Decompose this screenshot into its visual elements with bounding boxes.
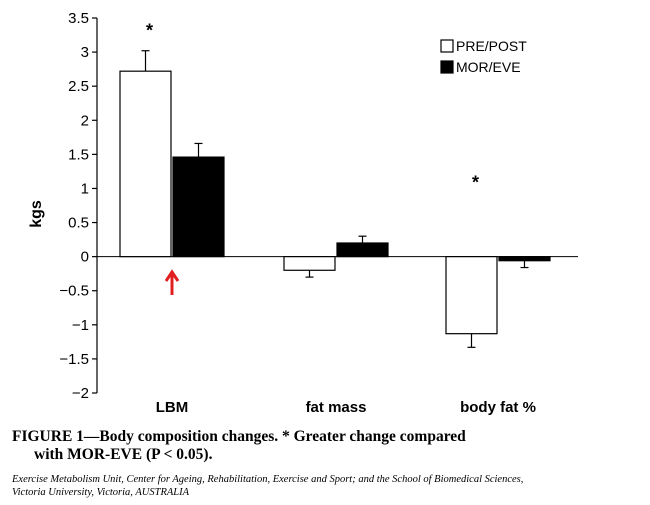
y-axis: 3.5 3 2.5 2 1.5 1 0.5 0 −0.5 −1 −1.5 −2 bbox=[59, 10, 98, 402]
caption-line-2: with MOR-EVE (P < 0.05). bbox=[34, 446, 213, 463]
arrow-head bbox=[164, 269, 180, 282]
legend-swatch bbox=[440, 60, 454, 74]
y-tick-label: 0.5 bbox=[68, 215, 89, 232]
legend-label: PRE/POST bbox=[456, 38, 527, 54]
y-tick-label: 2 bbox=[81, 112, 89, 129]
legend: PRE/POST MOR/EVE bbox=[440, 38, 527, 75]
caption-line-1: FIGURE 1—Body composition changes. * Gre… bbox=[12, 428, 466, 445]
bars: ** bbox=[119, 21, 551, 348]
y-tick-label: 0 bbox=[81, 249, 89, 266]
legend-swatch bbox=[440, 39, 454, 53]
y-tick-label: −1.5 bbox=[59, 351, 89, 368]
category-labels: LBM fat mass body fat % bbox=[156, 399, 536, 416]
bar-pre-post-1 bbox=[283, 256, 336, 271]
y-tick-label: 3 bbox=[81, 44, 89, 61]
significance-star: * bbox=[146, 21, 153, 41]
y-axis-label: kgs bbox=[28, 200, 45, 228]
credit-line-1: Exercise Metabolism Unit, Center for Age… bbox=[12, 474, 524, 485]
red-arrow-icon bbox=[164, 269, 180, 295]
y-tick-label: −1 bbox=[72, 317, 89, 334]
bar-pre-post-2 bbox=[445, 256, 498, 335]
y-tick-label: 3.5 bbox=[68, 10, 89, 27]
category-label: fat mass bbox=[306, 399, 367, 416]
credit-text: Exercise Metabolism Unit, Center for Age… bbox=[12, 473, 642, 499]
y-tick-label: −0.5 bbox=[59, 283, 89, 300]
y-tick-label: −2 bbox=[72, 385, 89, 402]
y-tick-label: 1.5 bbox=[68, 146, 89, 163]
credit-line-2: Victoria University, Victoria, AUSTRALIA bbox=[12, 487, 190, 498]
legend-label: MOR/EVE bbox=[456, 59, 521, 75]
bar-chart: 3.532.521.510.50−0.5−1−1.5−2 kgs ** LBM f… bbox=[28, 10, 578, 416]
bar-mor-eve-2 bbox=[498, 256, 551, 262]
figure-caption: FIGURE 1—Body composition changes. * Gre… bbox=[12, 428, 612, 464]
significance-star: * bbox=[472, 172, 479, 192]
category-label: body fat % bbox=[460, 399, 536, 416]
category-label: LBM bbox=[156, 399, 189, 416]
bar-pre-post-0 bbox=[119, 70, 172, 258]
y-tick-label: 2.5 bbox=[68, 78, 89, 95]
bar-mor-eve-1 bbox=[336, 242, 389, 258]
y-tick-label: 1 bbox=[81, 180, 89, 197]
bar-mor-eve-0 bbox=[172, 156, 225, 258]
